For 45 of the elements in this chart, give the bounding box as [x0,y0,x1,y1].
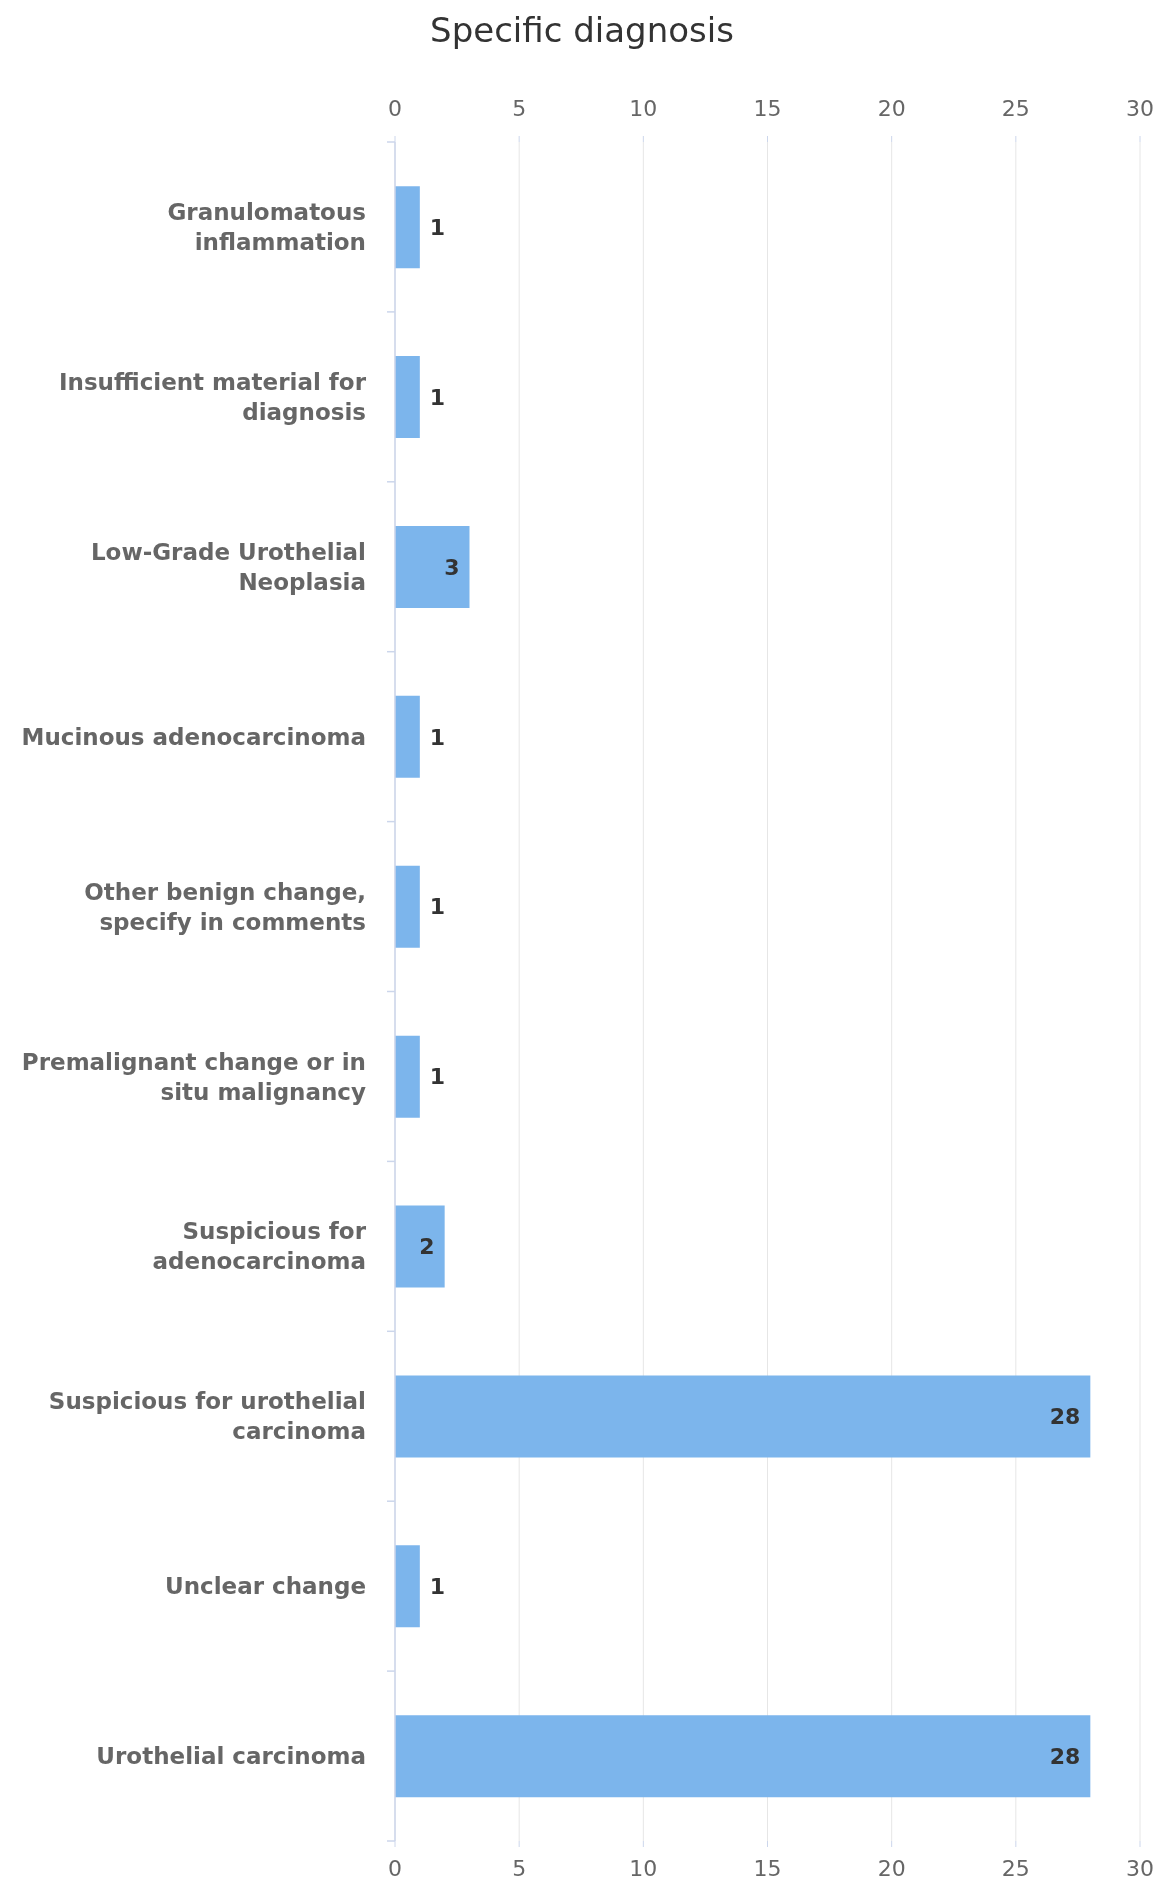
x-tick-label: 20 [877,1855,906,1881]
data-label: 28 [1049,1743,1081,1769]
y-tick-label: Urothelial carcinoma [96,1743,366,1770]
bar [395,1035,420,1118]
x-tick-label: 5 [512,1855,527,1881]
data-label: 2 [419,1234,435,1260]
data-label: 1 [429,724,446,750]
x-tick-label: 25 [1001,1855,1030,1881]
data-label: 28 [1049,1404,1081,1430]
data-label: 3 [444,554,460,580]
y-tick-label: Suspicious for adenocarcinoma [152,1218,367,1275]
data-label: 1 [429,1574,446,1600]
x-tick-label: 30 [1126,1855,1154,1881]
x2-tick-label: 5 [512,96,527,121]
chart-title: Specific diagnosis [429,9,735,52]
y-tick-label: Low-Grade Urothelial Neoplasia [90,538,366,595]
bar [395,525,470,608]
y-tick-label: Mucinous adenocarcinoma [21,723,366,750]
x2-tick-label: 10 [629,96,658,121]
bar [395,1715,1091,1798]
x-tick-label: 10 [629,1855,658,1881]
y-tick-label: Unclear change [164,1573,366,1600]
x2-tick-label: 0 [388,96,402,121]
bar [395,1205,445,1288]
x-tick-label: 15 [753,1855,782,1881]
y-tick-label: Insufficient material for diagnosis [58,368,367,425]
y-tick-label: Suspicious for urothelial carcinoma [48,1388,366,1445]
bar [395,1375,1091,1458]
data-label: 1 [429,894,446,920]
data-label: 1 [429,214,446,240]
y-tick-label: Premalignant change or in situ malignancy [21,1048,367,1105]
y-tick-label: Other benign change, specify in comments [84,878,366,935]
bar [395,186,420,269]
y-tick-label: Granulomatous inflammation [167,199,366,255]
x2-tick-label: 25 [1001,96,1030,121]
x2-tick-label: 20 [877,96,906,121]
x2-tick-label: 30 [1126,96,1154,121]
bar [395,1545,420,1628]
bar [395,695,420,778]
x2-tick-label: 15 [753,96,782,121]
x-tick-label: 0 [388,1855,402,1881]
bar [395,865,420,948]
bar [395,356,420,439]
data-label: 1 [429,1064,446,1090]
data-label: 1 [429,384,446,410]
